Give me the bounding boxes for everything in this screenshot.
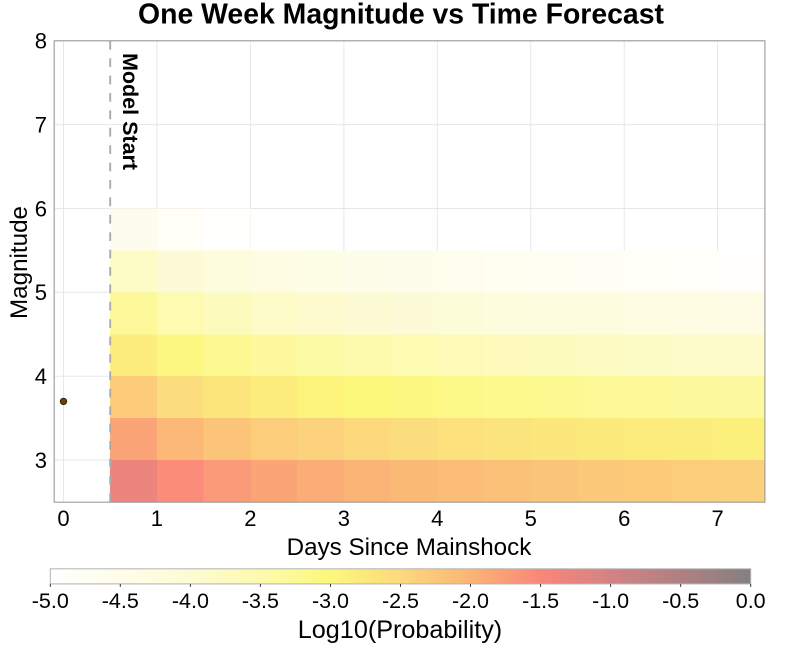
svg-text:8: 8 (35, 29, 47, 54)
svg-text:7: 7 (711, 506, 723, 531)
svg-text:-5.0: -5.0 (32, 589, 69, 613)
svg-text:7: 7 (35, 113, 47, 138)
svg-text:One Week Magnitude vs Time For: One Week Magnitude vs Time Forecast (138, 0, 664, 31)
svg-text:-1.0: -1.0 (592, 589, 629, 613)
svg-text:0: 0 (57, 506, 69, 531)
svg-text:Log10(Probability): Log10(Probability) (298, 616, 502, 644)
svg-text:-4.5: -4.5 (102, 589, 139, 613)
svg-text:0.0: 0.0 (736, 589, 766, 613)
svg-text:-2.0: -2.0 (452, 589, 489, 613)
svg-text:6: 6 (35, 196, 47, 221)
svg-text:-0.5: -0.5 (662, 589, 699, 613)
svg-text:3: 3 (338, 506, 350, 531)
svg-text:-2.5: -2.5 (382, 589, 419, 613)
svg-text:3: 3 (35, 448, 47, 473)
svg-text:5: 5 (525, 506, 537, 531)
svg-text:Magnitude: Magnitude (6, 206, 33, 319)
svg-text:4: 4 (431, 506, 443, 531)
svg-text:5: 5 (35, 280, 47, 305)
svg-text:6: 6 (618, 506, 630, 531)
svg-text:-3.5: -3.5 (242, 589, 279, 613)
svg-text:-4.0: -4.0 (172, 589, 209, 613)
svg-text:-3.0: -3.0 (312, 589, 349, 613)
svg-text:Days Since Mainshock: Days Since Mainshock (287, 534, 533, 561)
svg-text:Model Start: Model Start (118, 53, 142, 170)
svg-text:1: 1 (151, 506, 163, 531)
svg-text:4: 4 (35, 364, 47, 389)
svg-text:-1.5: -1.5 (522, 589, 559, 613)
svg-text:2: 2 (244, 506, 256, 531)
